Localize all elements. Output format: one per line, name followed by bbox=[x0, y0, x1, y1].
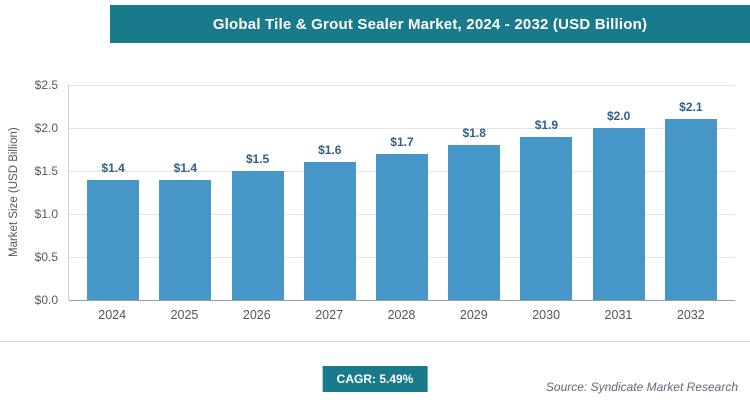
y-tick-label: $0.0 bbox=[34, 293, 58, 307]
x-tick-label: 2028 bbox=[387, 308, 416, 322]
bar-value-label: $1.9 bbox=[534, 117, 559, 132]
chart-title: Global Tile & Grout Sealer Market, 2024 … bbox=[212, 15, 648, 33]
bar-cell: $1.9 bbox=[510, 85, 582, 300]
bar-value-label: $1.5 bbox=[245, 152, 270, 166]
x-tick-label: 2026 bbox=[242, 308, 271, 322]
x-tick-label: 2029 bbox=[459, 308, 488, 322]
bar-2032: $2.1 bbox=[664, 100, 717, 300]
bar-2028: $1.7 bbox=[375, 135, 428, 300]
bar-cell: $1.4 bbox=[149, 85, 221, 300]
x-axis-line bbox=[69, 300, 735, 301]
bar-value-label: $1.7 bbox=[390, 134, 414, 149]
bar-2031: $2.0 bbox=[592, 109, 645, 300]
bar-cell: $1.8 bbox=[438, 85, 510, 300]
bar-value-label: $1.6 bbox=[318, 143, 342, 158]
bar-2030: $1.9 bbox=[520, 118, 573, 300]
x-tick-label: 2025 bbox=[170, 308, 199, 322]
bar-2026: $1.5 bbox=[231, 152, 284, 300]
bar-cell: $1.7 bbox=[366, 85, 438, 300]
x-tick-label: 2024 bbox=[98, 308, 127, 322]
y-tick-label: $1.0 bbox=[34, 207, 58, 221]
bar-2027: $1.6 bbox=[303, 143, 356, 300]
chart-title-bar: Global Tile & Grout Sealer Market, 2024 … bbox=[110, 5, 750, 43]
bar-cell: $1.5 bbox=[221, 85, 293, 300]
y-tick-label: $1.5 bbox=[34, 164, 58, 178]
source-text: Source: Syndicate Market Research bbox=[545, 380, 738, 394]
bar-cell: $2.0 bbox=[583, 85, 655, 300]
bar-value-label: $1.4 bbox=[173, 160, 198, 175]
cagr-badge: CAGR: 5.49% bbox=[322, 366, 428, 392]
bar-series: $1.4 $1.4 $1.5 $1.6 $1.7 $1.8 $1.9 $2.0 $2.1 bbox=[69, 85, 735, 300]
bar-value-label: $1.4 bbox=[101, 160, 125, 175]
bar-2024: $1.4 bbox=[87, 161, 140, 300]
bar-2029: $1.8 bbox=[448, 126, 501, 300]
gridline bbox=[69, 128, 735, 129]
y-axis-label: Market Size (USD Billion) bbox=[8, 127, 20, 258]
y-tick-label: $0.5 bbox=[34, 250, 58, 264]
y-tick-label: $2.0 bbox=[34, 121, 58, 135]
bottom-divider bbox=[0, 341, 750, 342]
bar-cell: $2.1 bbox=[655, 85, 727, 300]
bar-value-label: $2.0 bbox=[606, 109, 631, 123]
x-tick-label: 2027 bbox=[315, 308, 344, 322]
x-tick-label: 2030 bbox=[532, 308, 561, 322]
bar-value-label: $1.8 bbox=[462, 126, 486, 141]
bar-2025: $1.4 bbox=[159, 161, 212, 300]
x-axis-ticks: 2024 2025 2026 2027 2028 2029 2030 2031 2032 bbox=[68, 308, 735, 324]
plot-area: $1.4 $1.4 $1.5 $1.6 $1.7 $1.8 $1.9 $2.0 $2.1 bbox=[68, 85, 735, 301]
y-axis-ticks: $0.0 $0.5 $1.0 $1.5 $2.0 $2.5 bbox=[24, 78, 64, 307]
bar-cell: $1.4 bbox=[77, 85, 149, 300]
bar-value-label: $2.1 bbox=[679, 100, 703, 115]
bar-cell: $1.6 bbox=[294, 85, 366, 300]
y-tick-label: $2.5 bbox=[34, 78, 58, 92]
gridline bbox=[69, 85, 735, 86]
x-tick-label: 2032 bbox=[676, 308, 705, 322]
x-tick-label: 2031 bbox=[604, 308, 633, 322]
